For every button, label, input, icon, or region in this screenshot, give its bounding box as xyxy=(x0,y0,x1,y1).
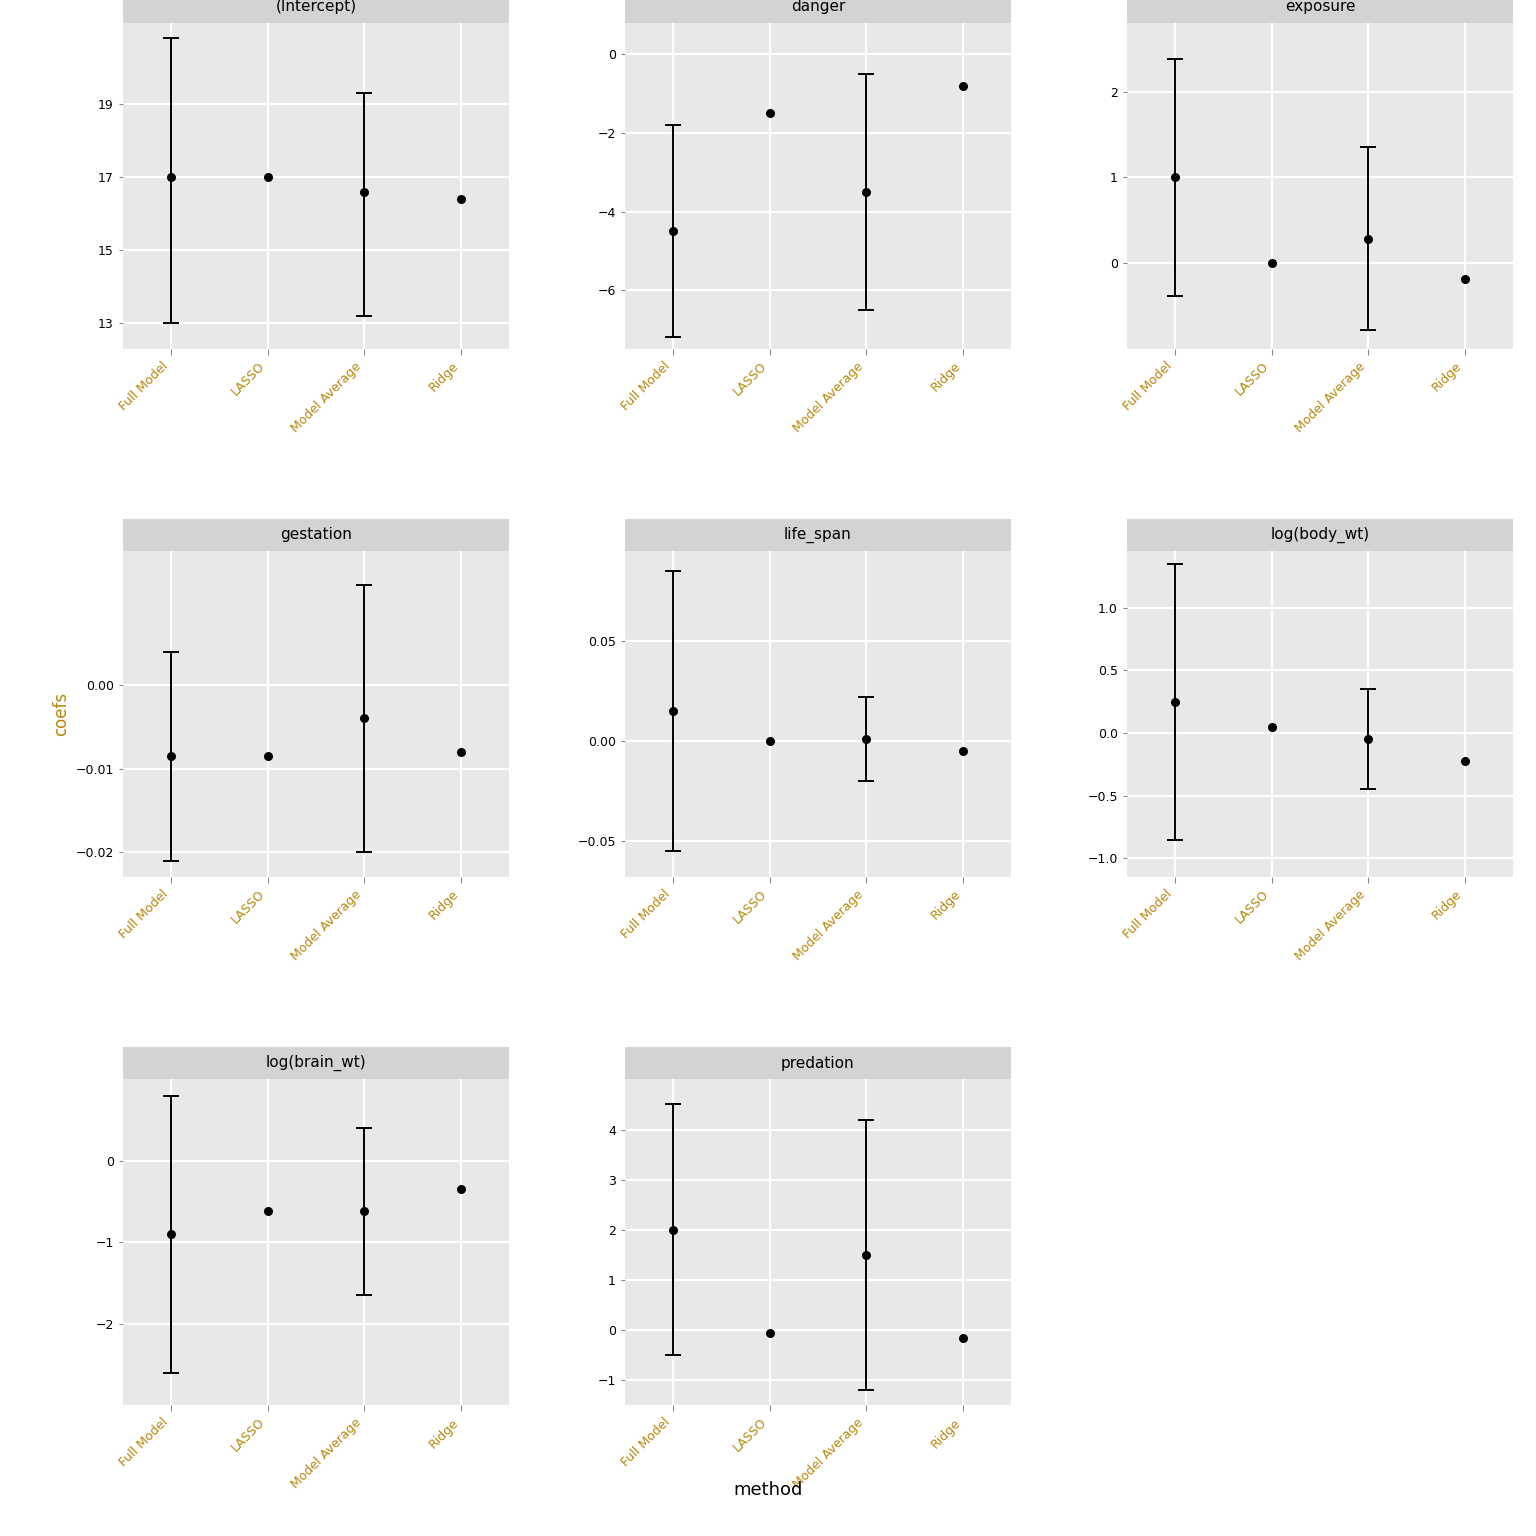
Text: predation: predation xyxy=(782,1055,854,1071)
FancyBboxPatch shape xyxy=(625,1048,1011,1080)
FancyBboxPatch shape xyxy=(1127,519,1513,551)
Text: (Intercept): (Intercept) xyxy=(275,0,356,14)
Text: log(brain_wt): log(brain_wt) xyxy=(266,1055,366,1071)
FancyBboxPatch shape xyxy=(123,0,508,23)
Text: exposure: exposure xyxy=(1284,0,1355,14)
FancyBboxPatch shape xyxy=(1127,0,1513,23)
Text: log(body_wt): log(body_wt) xyxy=(1270,527,1370,544)
FancyBboxPatch shape xyxy=(123,519,508,551)
FancyBboxPatch shape xyxy=(625,519,1011,551)
FancyBboxPatch shape xyxy=(625,0,1011,23)
Text: gestation: gestation xyxy=(280,527,352,542)
FancyBboxPatch shape xyxy=(123,1048,508,1080)
Text: life_span: life_span xyxy=(783,527,852,544)
Text: danger: danger xyxy=(791,0,845,14)
Text: method: method xyxy=(733,1481,803,1499)
Y-axis label: coefs: coefs xyxy=(52,693,71,736)
